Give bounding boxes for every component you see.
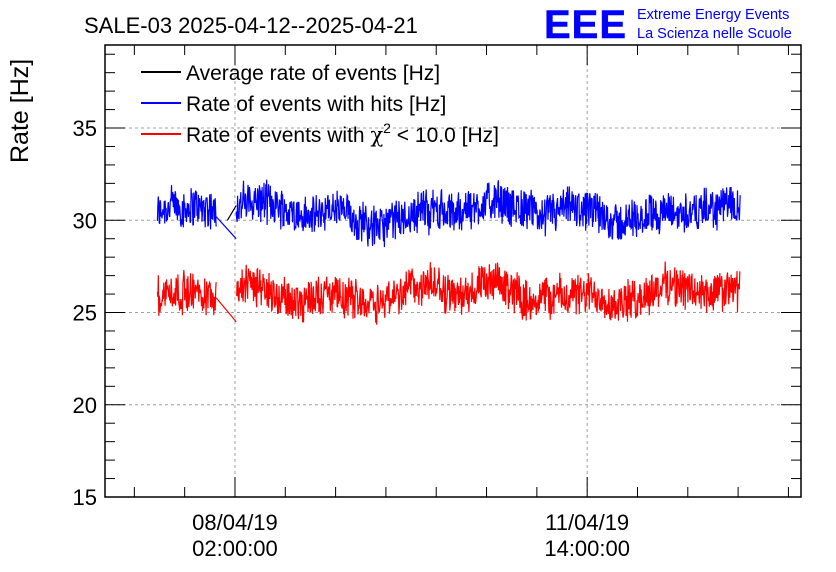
logo-line2: La Scienza nelle Scuole — [637, 26, 792, 42]
logo-mark: EEE — [544, 3, 627, 47]
y-tick-label: 35 — [73, 116, 97, 141]
series-layer — [156, 179, 741, 325]
y-tick-label: 30 — [73, 208, 97, 233]
legend-label-chi2-symbol: χ — [370, 123, 383, 147]
grid-lines — [105, 45, 801, 497]
series-1-segment-1 — [235, 179, 741, 248]
y-axis-label: Rate [Hz] — [6, 59, 34, 163]
chart-title: SALE-03 2025-04-12--2025-04-21 — [84, 13, 418, 38]
legend-label-chi2-sup: 2 — [383, 120, 391, 136]
y-tick-label: 25 — [73, 301, 97, 326]
legend-label-average: Average rate of events [Hz] — [186, 62, 440, 85]
plot-frame — [104, 44, 802, 498]
x-tick-label-time: 14:00:00 — [544, 536, 630, 561]
x-tick-label-time: 02:00:00 — [192, 536, 278, 561]
legend-label-hits: Rate of events with hits [Hz] — [186, 93, 446, 116]
series-1-segment-0 — [156, 185, 217, 230]
legend-label-chi2: Rate of events with χ2 < 10.0 [Hz] — [186, 120, 499, 147]
x-tick-label-date: 08/04/19 — [192, 510, 278, 535]
axes — [104, 44, 802, 498]
series-2-segment-0 — [156, 270, 217, 316]
x-tick-label-date: 11/04/19 — [545, 510, 629, 535]
legend: Average rate of events [Hz] Rate of even… — [141, 62, 499, 147]
series-2-segment-2 — [215, 297, 237, 323]
series-0-segment-0 — [226, 205, 237, 221]
series-2-segment-1 — [235, 261, 741, 325]
logo-line1: Extreme Energy Events — [637, 7, 789, 23]
eee-logo: EEE Extreme Energy Events La Scienza nel… — [544, 3, 792, 48]
y-tick-label: 15 — [73, 485, 97, 510]
y-tick-label: 20 — [73, 393, 97, 418]
legend-label-chi2-pre: Rate of events with — [186, 124, 370, 147]
series-1-segment-2 — [215, 216, 237, 240]
legend-label-chi2-post: < 10.0 [Hz] — [391, 124, 499, 147]
